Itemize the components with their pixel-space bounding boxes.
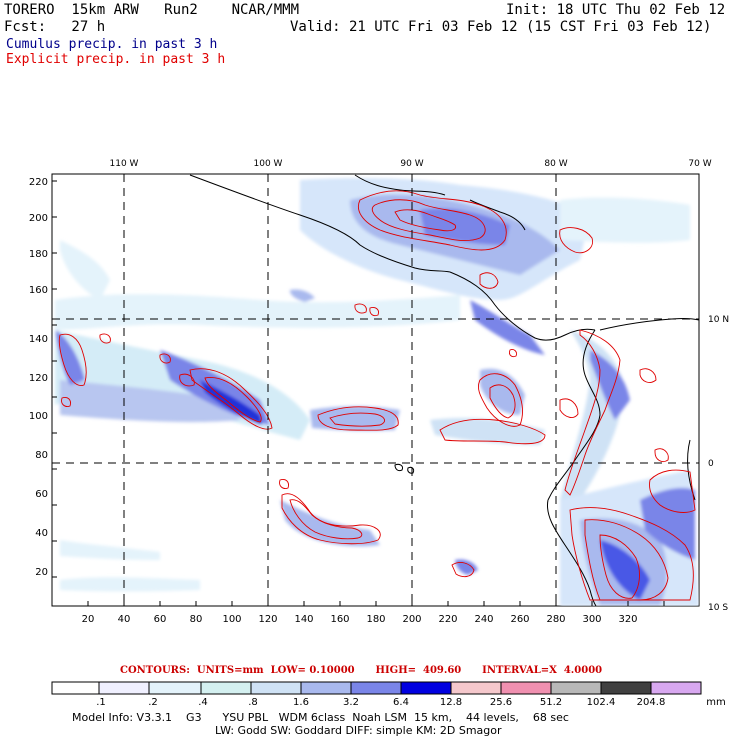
cumulus-legend: Cumulus precip. in past 3 h (6, 37, 218, 52)
lon-label: 90 W (400, 159, 423, 169)
lat-label: 10 S (708, 603, 728, 613)
x-tick-label: 300 (582, 614, 601, 625)
x-tick-label: 40 (118, 614, 131, 625)
colorbar-label: 1.6 (293, 697, 309, 708)
x-tick-label: 260 (510, 614, 529, 625)
x-tick-label: 80 (190, 614, 203, 625)
explicit-precip-contours (58, 190, 696, 601)
x-tick-label: 120 (258, 614, 277, 625)
x-tick-label: 140 (294, 614, 313, 625)
colorbar-label: 3.2 (343, 697, 359, 708)
lon-label: 100 W (254, 159, 283, 169)
model-info-line1: Model Info: V3.3.1 G3 YSU PBL WDM 6class… (72, 711, 569, 724)
x-tick-label: 240 (474, 614, 493, 625)
x-tick-label: 100 (222, 614, 241, 625)
model-title: TORERO 15km ARW Run2 NCAR/MMM (4, 2, 300, 18)
y-tick-label: 20 (35, 567, 48, 578)
x-tick-label: 200 (402, 614, 421, 625)
y-tick-label: 80 (35, 450, 48, 461)
x-tick-label: 220 (438, 614, 457, 625)
y-tick-label: 160 (29, 285, 48, 296)
y-tick-label: 40 (35, 528, 48, 539)
lat-label: 0 (708, 459, 714, 469)
x-tick-label: 20 (82, 614, 95, 625)
colorbar-label: .4 (198, 697, 208, 708)
x-tick-label: 160 (330, 614, 349, 625)
colorbar-label: 204.8 (637, 697, 666, 708)
x-axis (87, 601, 665, 606)
forecast-hour: Fcst: 27 h (4, 19, 106, 35)
colorbar-label: .8 (248, 697, 258, 708)
lon-label: 80 W (544, 159, 567, 169)
lat-label: 10 N (708, 315, 729, 325)
y-tick-label: 60 (35, 489, 48, 500)
model-info-line2: LW: Godd SW: Goddard DIFF: simple KM: 2D… (215, 724, 502, 737)
colorbar-unit: mm (706, 697, 725, 708)
lat-lon-gridlines (52, 174, 699, 606)
colorbar-label: .1 (96, 697, 106, 708)
explicit-legend: Explicit precip. in past 3 h (6, 52, 226, 67)
lon-label: 110 W (110, 159, 139, 169)
y-axis (52, 180, 57, 578)
x-tick-label: 320 (618, 614, 637, 625)
contour-info: CONTOURS: UNITS=mm LOW= 0.10000 HIGH= 40… (120, 665, 603, 676)
x-tick-label: 280 (546, 614, 565, 625)
colorbar-label: 102.4 (587, 697, 616, 708)
y-tick-label: 100 (29, 411, 48, 422)
colorbar-label: 25.6 (490, 697, 512, 708)
lon-label: 70 W (688, 159, 711, 169)
x-tick-label: 60 (154, 614, 167, 625)
init-time: Init: 18 UTC Thu 02 Feb 12 (506, 2, 726, 18)
y-tick-label: 180 (29, 249, 48, 260)
x-tick-label: 180 (366, 614, 385, 625)
y-tick-label: 120 (29, 373, 48, 384)
colorbar-label: .2 (148, 697, 158, 708)
y-tick-label: 140 (29, 334, 48, 345)
valid-time: Valid: 21 UTC Fri 03 Feb 12 (15 CST Fri … (290, 19, 712, 35)
colorbar-label: 51.2 (540, 697, 562, 708)
colorbar (51, 681, 702, 695)
colorbar-label: 12.8 (440, 697, 462, 708)
y-tick-label: 200 (29, 213, 48, 224)
colorbar-label: 6.4 (393, 697, 409, 708)
y-tick-label: 220 (29, 177, 48, 188)
